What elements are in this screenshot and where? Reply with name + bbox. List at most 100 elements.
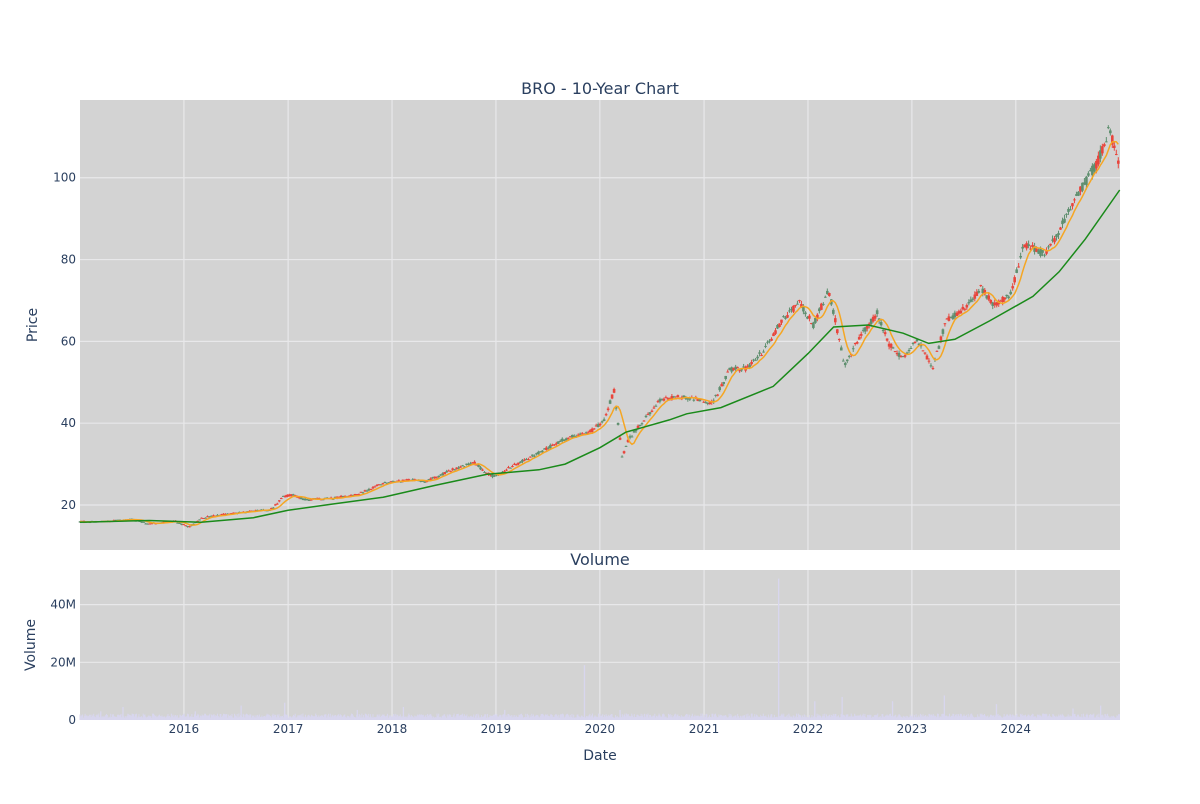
candle-body [192,523,195,525]
candle-body [895,352,899,355]
candle-body [449,470,452,472]
candle-body [772,333,775,337]
candle-body [995,302,999,306]
candle-body [447,470,450,472]
candle-body [1049,243,1052,246]
candle-body [999,300,1003,302]
candle-body [1069,209,1072,211]
candle-body [925,355,929,360]
candle-body [1093,164,1096,172]
candle-body [820,303,823,310]
candle-body [604,414,608,416]
candle-body [909,348,913,350]
candle-body [355,494,359,496]
candle-body [309,499,313,501]
candle-body [208,516,211,518]
candle-body [517,462,520,465]
candle-body [648,412,652,415]
candle-body [419,480,423,482]
candle-body [590,428,594,433]
candle-body [1071,203,1074,207]
candle-body [1079,186,1082,192]
candle-body [732,367,735,371]
candle-body [176,522,179,524]
candle-body [1009,291,1012,295]
candle-body [792,305,795,312]
plot-layers [80,100,1120,720]
candle-body [1059,227,1062,230]
volume-axis-title: Volume [23,619,39,671]
candle-body [554,443,558,445]
candle-body [929,365,933,367]
candle-body [1041,250,1044,253]
candle-body [592,428,596,430]
candle-body [740,369,743,371]
candle-body [206,516,209,518]
candle-body [915,339,919,342]
candle-body [1073,199,1076,201]
candle-body [451,468,454,470]
candle-body [453,469,456,471]
candle-body [981,288,985,294]
candle-body [509,467,512,469]
candle-body [897,352,901,357]
candle-body [365,490,369,492]
candle-body [704,402,708,404]
candle-body [638,424,642,427]
candle-body [465,463,468,465]
candle-body [1003,297,1006,300]
candle-body [708,402,712,405]
candle-body [628,436,632,438]
candle-body [142,521,146,523]
candle-body [303,498,307,501]
candle-body [299,497,303,500]
candle-body [519,461,522,463]
candle-body [718,387,722,391]
candle-body [570,434,574,438]
candle-body [1067,208,1070,212]
candle-body [899,355,903,358]
candle-body [525,459,528,461]
candle-body [742,366,745,368]
candle-body [1085,176,1088,185]
candle-body [837,338,841,340]
candle-body [664,397,668,399]
candle-body [186,526,189,528]
candle-body [993,302,997,306]
candle-body [834,318,837,323]
candle-body [911,342,915,344]
candle-body [1113,145,1116,149]
candle-body [706,403,710,405]
candle-body [1029,248,1032,250]
candle-body [624,445,628,447]
candle-body [423,481,427,483]
candle-body [275,503,279,505]
candle-body [564,438,568,441]
candle-body [369,489,373,491]
candle-body [861,329,865,331]
candle-body [558,440,562,442]
candle-body [180,523,183,525]
candle-body [531,454,534,456]
candle-body [698,399,702,402]
candle-body [556,441,560,444]
candle-body [808,315,811,319]
candle-body [650,410,654,412]
candle-body [291,494,295,496]
candle-body [782,316,785,318]
candle-body [596,424,600,428]
candle-body [1075,194,1078,196]
x-tick-label: 2018 [377,722,408,736]
candle-body [865,325,869,329]
candle-body [1001,296,1005,302]
candle-body [216,514,219,516]
x-tick-label: 2021 [689,722,720,736]
candle-body [682,395,686,398]
candle-body [1097,155,1100,165]
candle-body [598,423,602,426]
candle-body [818,308,821,312]
candle-body [297,497,301,499]
candle-body [421,480,425,482]
candle-body [620,456,624,458]
